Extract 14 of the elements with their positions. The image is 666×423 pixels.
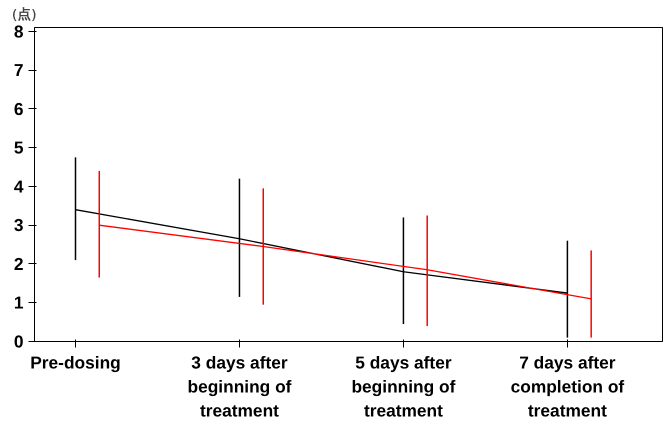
x-tick-label: 3 days after beginning of treatment <box>187 352 292 420</box>
y-tick-label: 0 <box>14 332 24 352</box>
y-tick-label: 8 <box>14 21 24 42</box>
y-tick-label: 6 <box>14 98 24 119</box>
y-tick-label: 4 <box>14 176 24 196</box>
y-tick-label: 2 <box>14 254 24 274</box>
y-tick-label: 1 <box>14 292 24 313</box>
x-tick-label: 7 days after completion of treatment <box>510 352 624 420</box>
y-tick-label: 5 <box>14 138 24 158</box>
y-tick-label: 7 <box>14 60 24 80</box>
x-tick-label: Pre-dosing <box>30 352 121 372</box>
y-axis-title: （点） <box>4 6 44 22</box>
y-tick-label: 3 <box>14 215 24 236</box>
x-tick-label: 5 days after beginning of treatment <box>351 352 456 420</box>
